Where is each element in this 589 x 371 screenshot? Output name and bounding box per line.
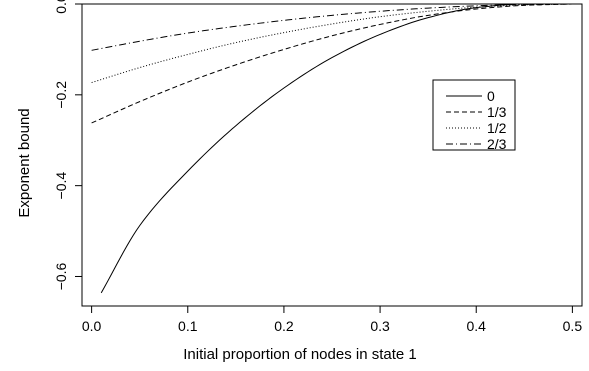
legend-box bbox=[432, 79, 516, 151]
y-tick-label: −0.4 bbox=[53, 172, 69, 200]
y-axis-title: Exponent bound bbox=[16, 108, 33, 217]
y-tick-label: −0.2 bbox=[53, 81, 69, 109]
x-tick-label: 0.0 bbox=[82, 318, 102, 334]
x-tick-label: 0.5 bbox=[563, 318, 583, 334]
legend-label-1: 0 bbox=[487, 88, 495, 104]
legend-label-2: 1/3 bbox=[487, 104, 507, 120]
x-tick-label: 0.2 bbox=[274, 318, 294, 334]
legend-label-4: 2/3 bbox=[487, 136, 507, 152]
series-line-2 bbox=[91, 3, 573, 124]
series-layer bbox=[91, 3, 573, 294]
x-tick-label: 0.3 bbox=[370, 318, 390, 334]
x-tick-label: 0.1 bbox=[178, 318, 198, 334]
x-axis: 0.0 0.1 0.2 0.3 0.4 0.5 bbox=[82, 305, 583, 334]
plot-frame bbox=[81, 3, 583, 307]
series-line-4 bbox=[91, 3, 573, 51]
legend-label-3: 1/2 bbox=[487, 120, 507, 136]
x-axis-title: Initial proportion of nodes in state 1 bbox=[183, 346, 416, 363]
x-tick-label: 0.4 bbox=[466, 318, 486, 334]
y-axis: 0.0 −0.2 −0.4 −0.6 bbox=[53, 0, 83, 290]
y-tick-label: 0.0 bbox=[53, 0, 69, 14]
y-tick-label: −0.6 bbox=[53, 262, 69, 290]
series-line-1 bbox=[100, 3, 573, 294]
series-line-3 bbox=[91, 3, 573, 84]
legend: 01/31/22/3 bbox=[432, 79, 516, 152]
